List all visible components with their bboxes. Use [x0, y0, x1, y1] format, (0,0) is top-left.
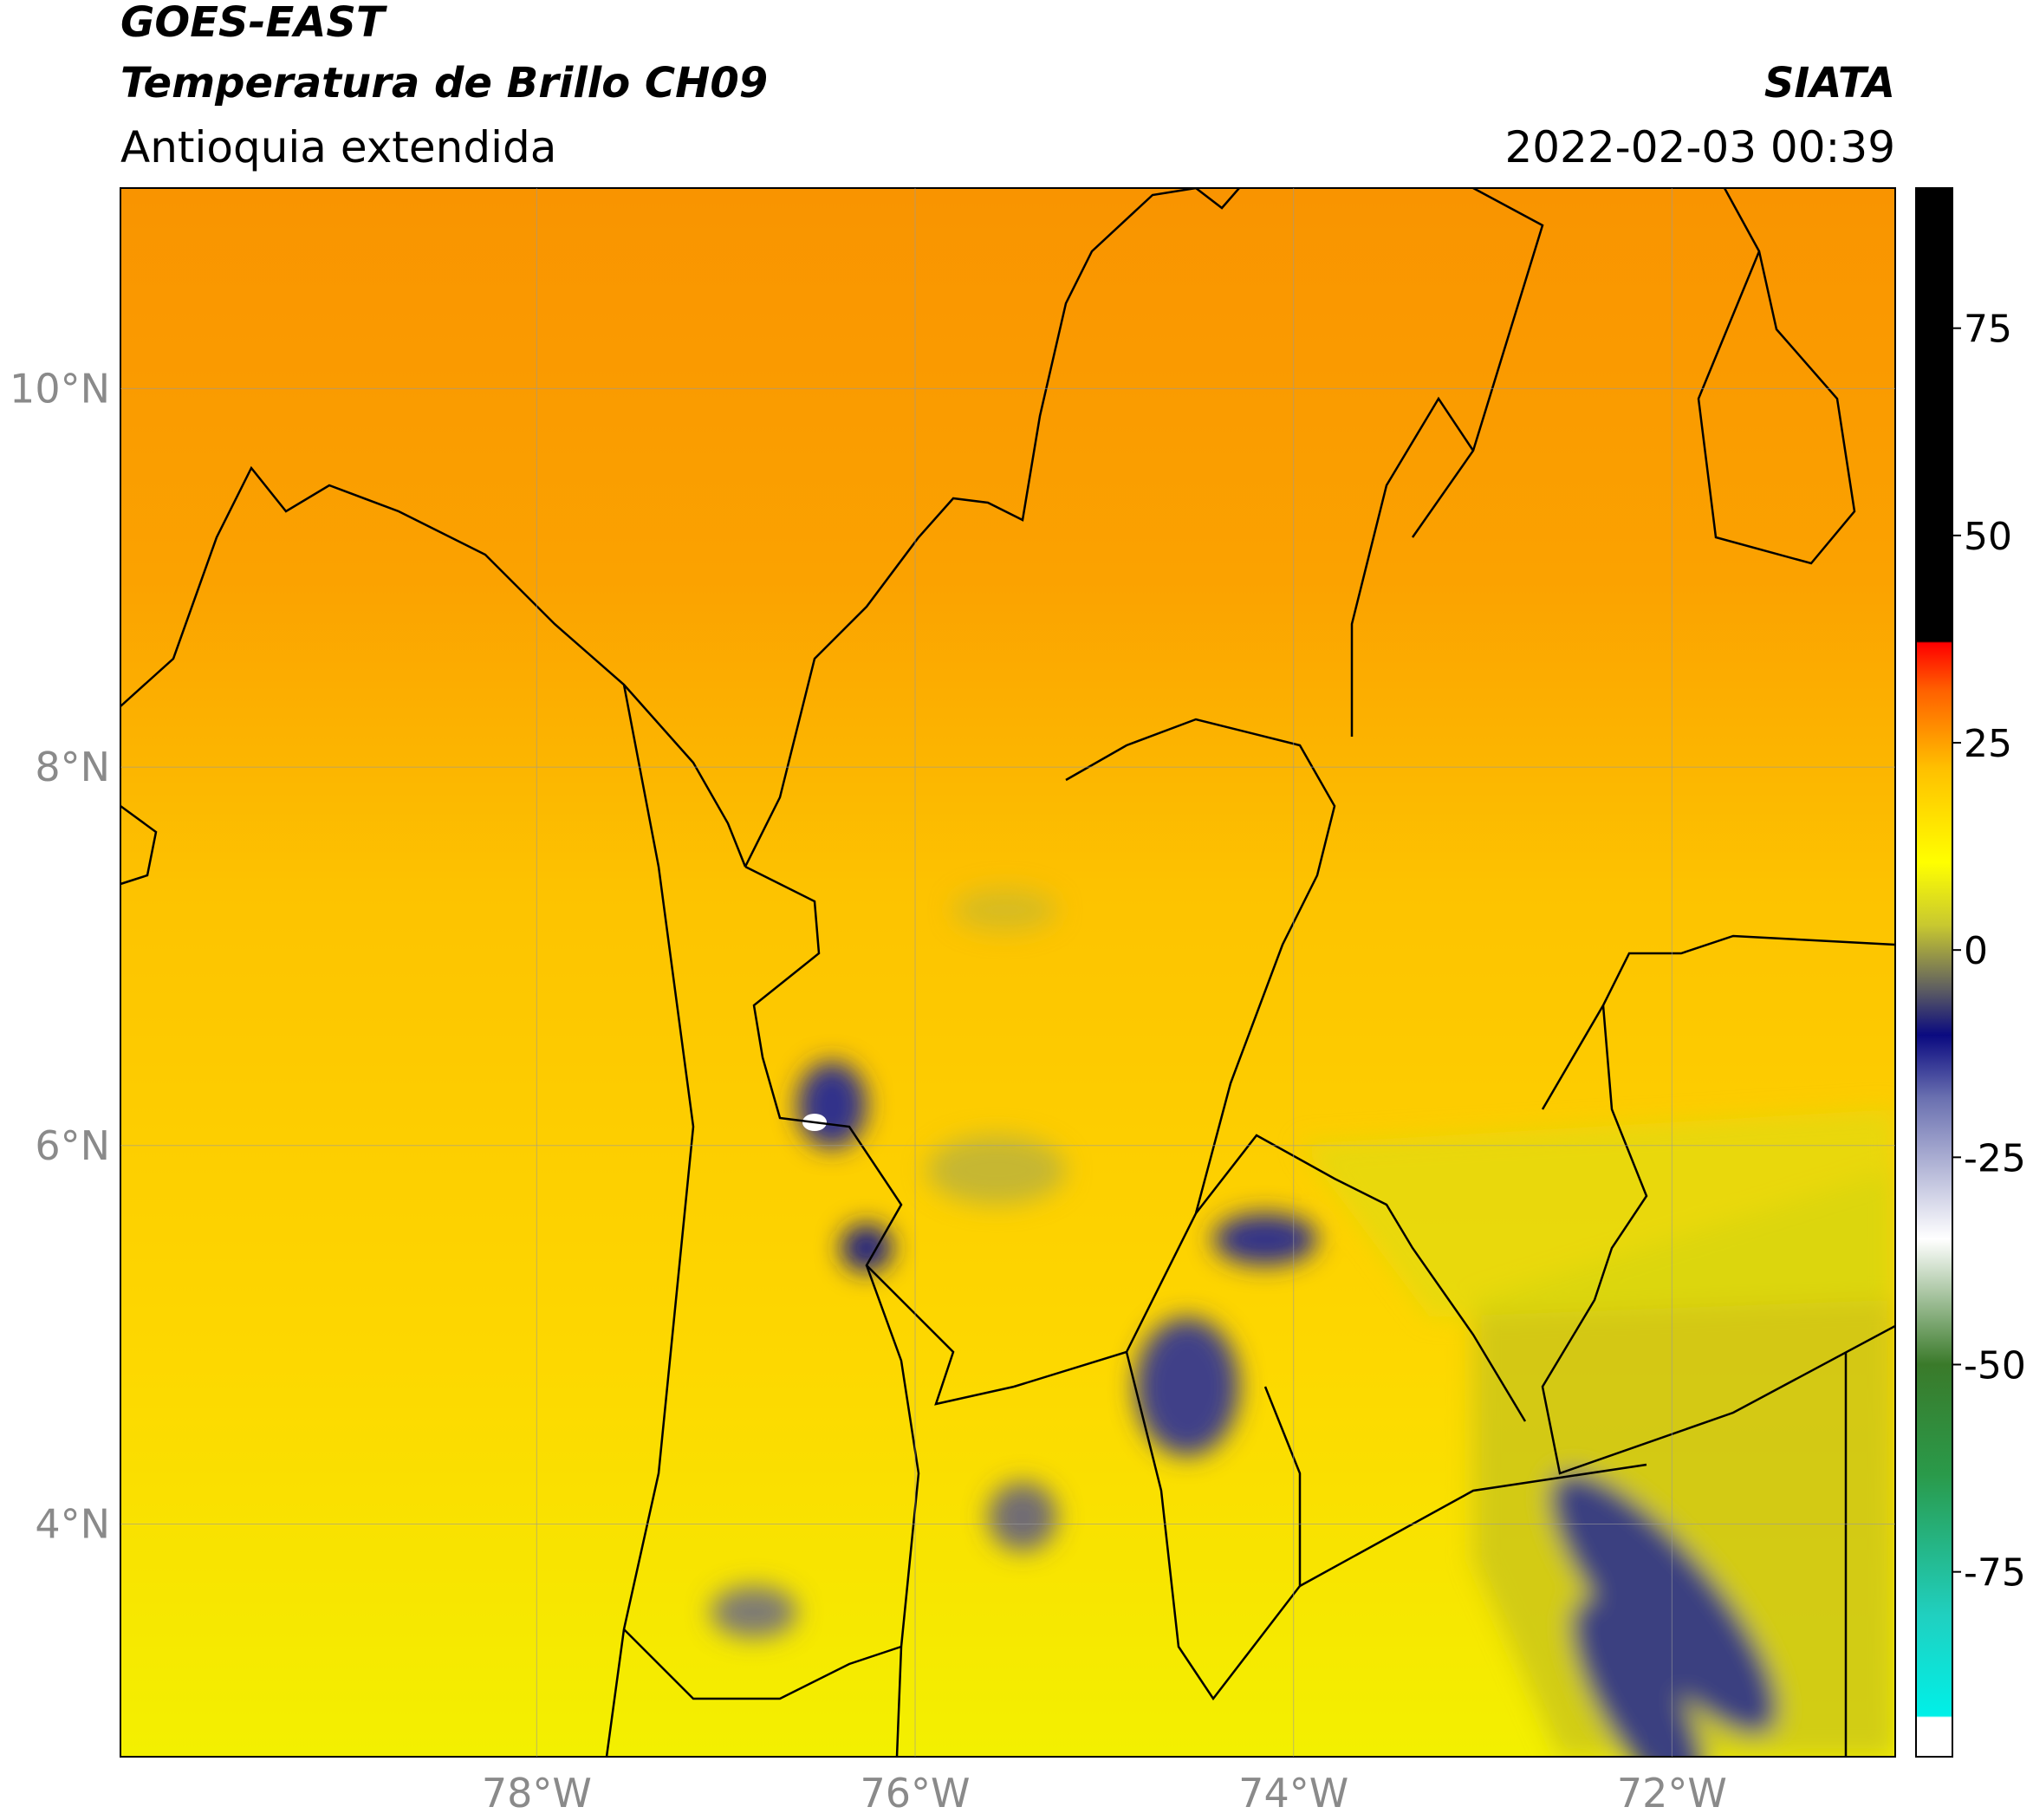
clouds: [711, 888, 1895, 1757]
y-tick-label: 10°N: [10, 365, 110, 412]
y-tick-label: 6°N: [35, 1122, 110, 1169]
x-tick-label: 76°W: [860, 1770, 970, 1817]
y-tick-label: 8°N: [35, 744, 110, 790]
colorbar-tick-label: 25: [1964, 722, 2012, 766]
title: GOES-EAST: [120, 0, 387, 47]
colorbar-tick-label: -25: [1964, 1136, 2026, 1180]
colorbar-tick-label: 50: [1964, 515, 2012, 559]
map-image: [120, 188, 1895, 1757]
colorbar-tick-label: 0: [1964, 929, 1988, 973]
x-tick-label: 74°W: [1238, 1770, 1348, 1817]
colorbar-tick-label: -75: [1964, 1551, 2026, 1596]
datetime: 2022-02-03 00:39: [1504, 122, 1895, 172]
colorbar-tick-label: -50: [1964, 1344, 2026, 1388]
map-frame: [120, 187, 1896, 1758]
boundaries: [120, 188, 1895, 1757]
x-tick-label: 78°W: [482, 1770, 592, 1817]
region: Antioquia extendida: [120, 122, 556, 172]
y-tick-label: 4°N: [35, 1500, 110, 1547]
x-tick-label: 72°W: [1617, 1770, 1727, 1817]
source: SIATA: [1764, 59, 1895, 107]
colorbar: [1915, 187, 1953, 1758]
colorbar-tick-label: 75: [1964, 308, 2012, 352]
subtitle: Temperatura de Brillo CH09: [120, 59, 768, 107]
